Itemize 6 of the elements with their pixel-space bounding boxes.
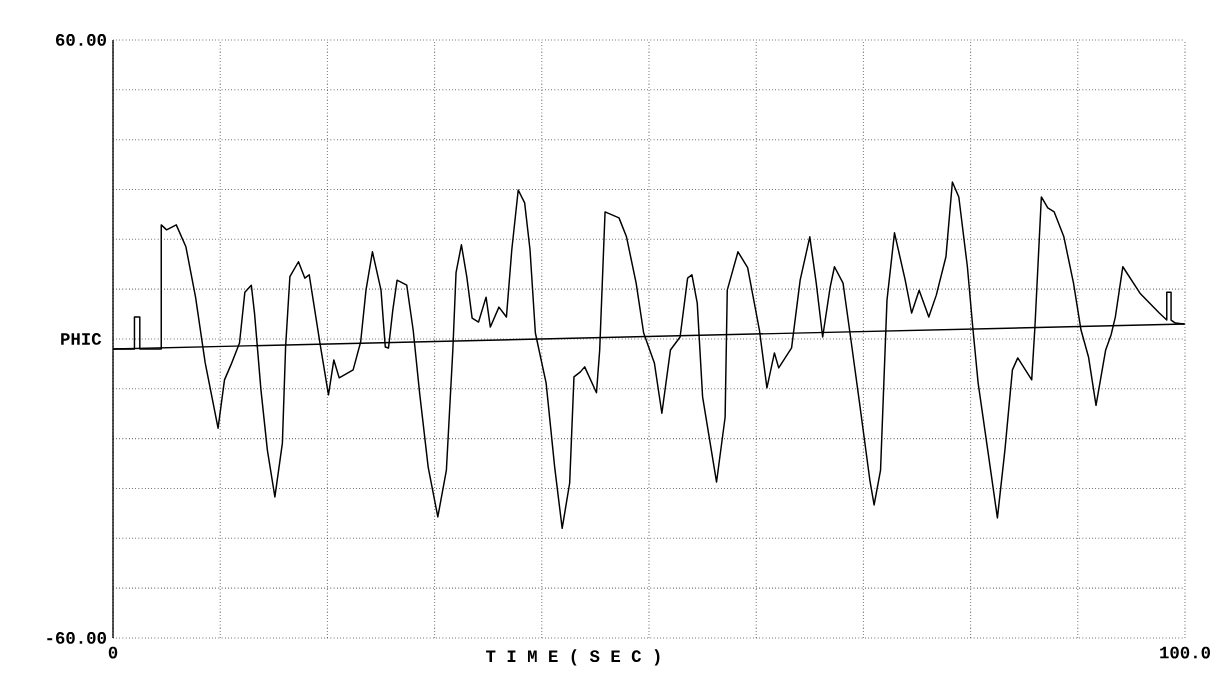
x-tick-label: 100.0: [1160, 646, 1211, 659]
x-tick-label: 0: [108, 646, 118, 659]
x-axis-title: T I M E ( S E C ): [486, 649, 660, 666]
y-axis-title: PHIC: [61, 333, 102, 345]
y-tick-label: 60.00: [56, 34, 106, 46]
y-tick-label: -60.00: [47, 632, 106, 644]
